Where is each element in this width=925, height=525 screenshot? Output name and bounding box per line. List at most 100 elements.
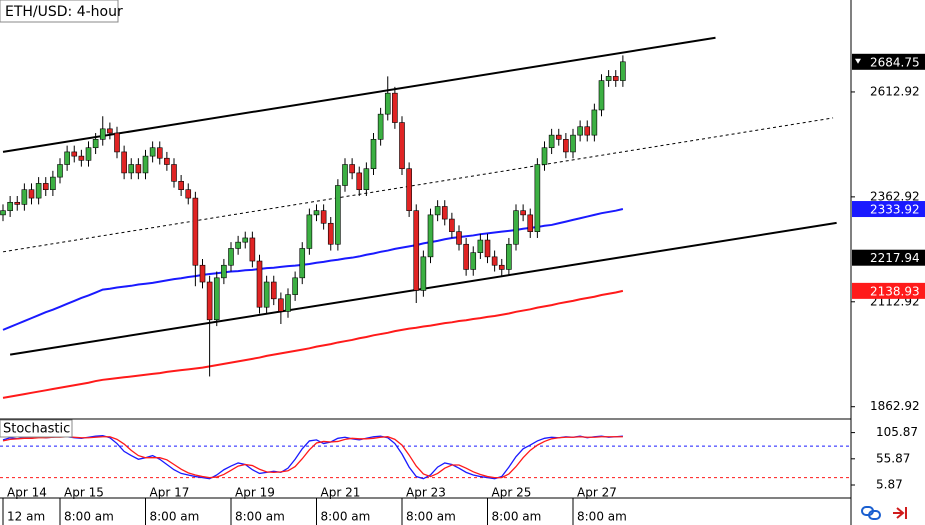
chart-title: ETH/USD: 4-hour xyxy=(5,4,123,20)
price-tag xyxy=(852,282,925,299)
price-pointer xyxy=(855,58,861,64)
indicator-title-box xyxy=(0,419,73,438)
candle-body xyxy=(149,147,156,157)
x-time-label: 8:00 am xyxy=(64,510,114,524)
candle-body xyxy=(99,128,106,140)
x-date-label: Apr 15 xyxy=(64,486,104,500)
indicator-title: Stochastic xyxy=(3,422,70,437)
x-date-label: Apr 25 xyxy=(492,486,532,500)
candle-body xyxy=(142,155,149,174)
candle-body xyxy=(206,281,213,321)
candle-body xyxy=(28,189,35,199)
candle-body xyxy=(384,92,391,115)
candle-body xyxy=(57,164,63,178)
x-time-label: 12 am xyxy=(7,510,45,524)
candle-body xyxy=(156,147,163,159)
title-box xyxy=(0,0,119,23)
candle-body xyxy=(506,243,512,270)
candle-body xyxy=(498,264,505,270)
x-date-label: Apr 19 xyxy=(235,486,275,500)
price-tag xyxy=(852,201,925,218)
candle-body xyxy=(64,151,70,165)
candle-body xyxy=(441,206,448,220)
x-date-label: Apr 14 xyxy=(7,486,47,500)
x-time-label: 8:00 am xyxy=(150,510,200,524)
candle-body xyxy=(135,164,142,174)
candle-body xyxy=(342,164,348,186)
price-tag xyxy=(852,249,925,266)
x-time-label: 8:00 am xyxy=(406,510,456,524)
moving-average xyxy=(2,289,624,399)
candle-body xyxy=(285,294,291,312)
price-tag-label: 2333.92 xyxy=(870,203,920,217)
candle-body xyxy=(114,132,120,153)
candle-body xyxy=(620,61,626,81)
candle-body xyxy=(178,181,184,190)
x-time-label: 8:00 am xyxy=(235,510,285,524)
candle-body xyxy=(278,298,284,312)
candle-body xyxy=(363,168,370,190)
x-date-label: Apr 23 xyxy=(406,486,446,500)
trendline xyxy=(2,117,834,253)
candle-body xyxy=(92,139,99,149)
y-tick-label: 1862.92 xyxy=(870,399,920,413)
candle-body xyxy=(406,168,412,211)
x-date-label: Apr 27 xyxy=(577,486,617,500)
candle-body xyxy=(50,176,56,190)
candle-body xyxy=(527,214,534,232)
candle-body xyxy=(413,210,420,291)
candle-body xyxy=(399,122,405,170)
trendline xyxy=(2,36,716,153)
candle-body xyxy=(456,231,462,245)
candle-body xyxy=(270,281,277,300)
candle-body xyxy=(349,164,355,174)
price-tag-label: 2684.75 xyxy=(870,55,920,69)
candle-body xyxy=(612,76,619,81)
candle-body xyxy=(192,197,199,266)
candle-body xyxy=(548,134,555,149)
y-tick-label: 2612.92 xyxy=(870,84,920,98)
candle-body xyxy=(164,157,170,165)
candle-body xyxy=(327,222,334,245)
candle-body xyxy=(584,126,591,136)
candle-body xyxy=(306,214,313,249)
plot-area xyxy=(0,36,851,480)
candle-body xyxy=(249,237,256,262)
candle-body xyxy=(299,248,306,279)
candle-body xyxy=(85,147,92,161)
candle-body xyxy=(235,241,241,249)
candle-body xyxy=(577,126,583,136)
candle-body xyxy=(171,164,177,182)
link-icon[interactable] xyxy=(861,506,881,520)
candle-body xyxy=(605,76,612,81)
candle-body xyxy=(185,189,192,199)
candle-body xyxy=(449,218,455,232)
candle-body xyxy=(570,134,576,153)
arrow-head xyxy=(896,507,905,519)
x-time-label: 8:00 am xyxy=(321,510,371,524)
stochastic-line xyxy=(2,436,623,479)
candle-body xyxy=(513,210,519,245)
candle-body xyxy=(520,210,526,216)
y-tick-label: 105.87 xyxy=(876,425,918,439)
candle-body xyxy=(541,147,548,165)
candle-body xyxy=(335,185,341,245)
candle-body xyxy=(121,151,127,174)
candle-body xyxy=(7,201,13,211)
candle-body xyxy=(256,260,263,308)
link-ring xyxy=(868,510,881,520)
candle-body xyxy=(320,210,327,224)
candle-body xyxy=(591,109,598,136)
y-tick-label: 55.87 xyxy=(876,451,910,465)
candle-body xyxy=(598,80,605,111)
candle-body xyxy=(427,214,434,258)
candle-body xyxy=(228,248,234,266)
x-time-label: 8:00 am xyxy=(492,510,542,524)
candle-body xyxy=(78,155,85,161)
scroll-icon[interactable] xyxy=(893,507,907,519)
candle-body xyxy=(491,256,498,266)
candle-body xyxy=(563,139,569,153)
x-date-label: Apr 21 xyxy=(321,486,361,500)
